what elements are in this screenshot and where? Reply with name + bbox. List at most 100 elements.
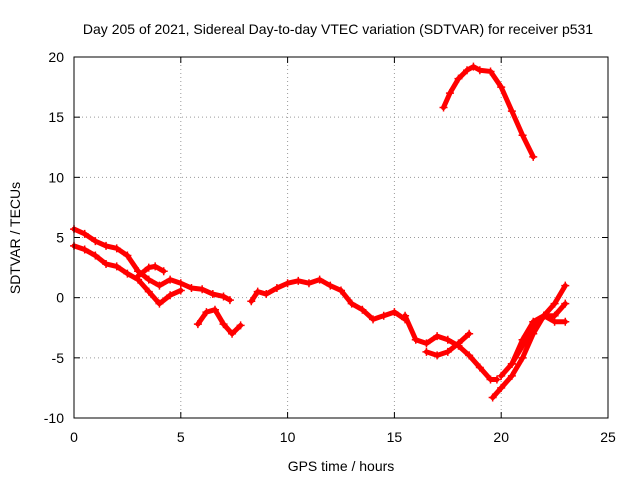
data-point bbox=[411, 335, 420, 344]
x-tick-label: 5 bbox=[177, 429, 185, 445]
data-point bbox=[144, 275, 153, 284]
data-point bbox=[123, 251, 132, 260]
series-track-2 bbox=[70, 241, 185, 308]
y-tick-label: 0 bbox=[56, 290, 64, 306]
data-point bbox=[454, 74, 463, 83]
data-point bbox=[151, 262, 160, 271]
data-point bbox=[465, 329, 474, 338]
data-point bbox=[529, 152, 538, 161]
data-point bbox=[422, 347, 431, 356]
data-point bbox=[219, 292, 228, 301]
x-axis-label: GPS time / hours bbox=[288, 458, 395, 474]
data-points bbox=[70, 62, 570, 402]
data-point bbox=[210, 305, 219, 314]
series-track-10 bbox=[507, 311, 570, 368]
data-point bbox=[219, 320, 228, 329]
data-point bbox=[518, 131, 527, 140]
data-point bbox=[433, 351, 442, 360]
data-point bbox=[144, 263, 153, 272]
data-point bbox=[80, 245, 89, 254]
x-tick-label: 0 bbox=[70, 429, 78, 445]
data-point bbox=[272, 284, 281, 293]
data-point bbox=[102, 259, 111, 268]
series-track-3 bbox=[134, 262, 168, 281]
data-point bbox=[187, 284, 196, 293]
data-point bbox=[475, 363, 484, 372]
series-track-6 bbox=[401, 311, 501, 384]
data-point bbox=[463, 66, 472, 75]
y-tick-label: 10 bbox=[48, 169, 64, 185]
data-point bbox=[236, 321, 245, 330]
data-point bbox=[91, 251, 100, 260]
data-point bbox=[166, 291, 175, 300]
data-point bbox=[401, 311, 410, 320]
data-point bbox=[488, 393, 497, 402]
data-point bbox=[390, 308, 399, 317]
series-line bbox=[402, 313, 500, 382]
data-point bbox=[561, 281, 570, 290]
data-point bbox=[155, 299, 164, 308]
series-track-11 bbox=[439, 62, 538, 161]
data-point bbox=[443, 335, 452, 344]
y-tick-label: -5 bbox=[52, 350, 65, 366]
data-point bbox=[208, 290, 217, 299]
series-line bbox=[490, 283, 568, 401]
x-tick-label: 15 bbox=[387, 429, 403, 445]
data-point bbox=[294, 276, 303, 285]
data-point bbox=[228, 329, 237, 338]
y-tick-label: 5 bbox=[56, 230, 64, 246]
data-point bbox=[539, 311, 548, 320]
data-point bbox=[159, 267, 168, 276]
data-point bbox=[492, 375, 501, 384]
grid bbox=[74, 57, 608, 418]
data-point bbox=[283, 279, 292, 288]
data-point bbox=[262, 290, 271, 299]
data-point bbox=[379, 311, 388, 320]
data-point bbox=[497, 371, 506, 380]
data-point bbox=[198, 285, 207, 294]
y-tick-label: -10 bbox=[44, 410, 64, 426]
data-point bbox=[326, 281, 335, 290]
series-line bbox=[441, 64, 536, 160]
data-point bbox=[439, 103, 448, 112]
y-axis-label: SDTVAR / TECUs bbox=[7, 182, 23, 294]
axis-ticks: 0 5 10 15 20 25 -10 -5 0 5 10 15 20 bbox=[44, 49, 616, 445]
data-point bbox=[123, 269, 132, 278]
data-point bbox=[247, 297, 256, 306]
data-point bbox=[486, 67, 495, 76]
data-point bbox=[507, 371, 516, 380]
y-tick-label: 15 bbox=[48, 109, 64, 125]
data-point bbox=[144, 287, 153, 296]
data-point bbox=[443, 347, 452, 356]
chart-title: Day 205 of 2021, Sidereal Day-to-day VTE… bbox=[83, 21, 593, 37]
data-point bbox=[445, 89, 454, 98]
data-point bbox=[497, 83, 506, 92]
data-point bbox=[518, 335, 527, 344]
data-point bbox=[304, 279, 313, 288]
data-point bbox=[561, 317, 570, 326]
x-tick-label: 10 bbox=[280, 429, 296, 445]
data-point bbox=[102, 241, 111, 250]
data-point bbox=[80, 229, 89, 238]
series-track-7 bbox=[422, 329, 474, 360]
data-point bbox=[112, 244, 121, 253]
data-point bbox=[176, 279, 185, 288]
data-point bbox=[358, 305, 367, 314]
data-point bbox=[529, 317, 538, 326]
data-point bbox=[454, 339, 463, 348]
data-point bbox=[253, 287, 262, 296]
series-line bbox=[195, 307, 244, 337]
x-tick-label: 25 bbox=[600, 429, 616, 445]
data-point bbox=[550, 299, 559, 308]
data-point bbox=[550, 317, 559, 326]
data-point bbox=[347, 299, 356, 308]
data-point bbox=[91, 237, 100, 246]
data-point bbox=[315, 275, 324, 284]
data-point bbox=[433, 332, 442, 341]
data-point bbox=[176, 286, 185, 295]
data-point bbox=[422, 339, 431, 348]
series-line bbox=[71, 226, 233, 303]
data-point bbox=[369, 315, 378, 324]
data-point bbox=[497, 383, 506, 392]
series-track-5 bbox=[247, 275, 410, 324]
